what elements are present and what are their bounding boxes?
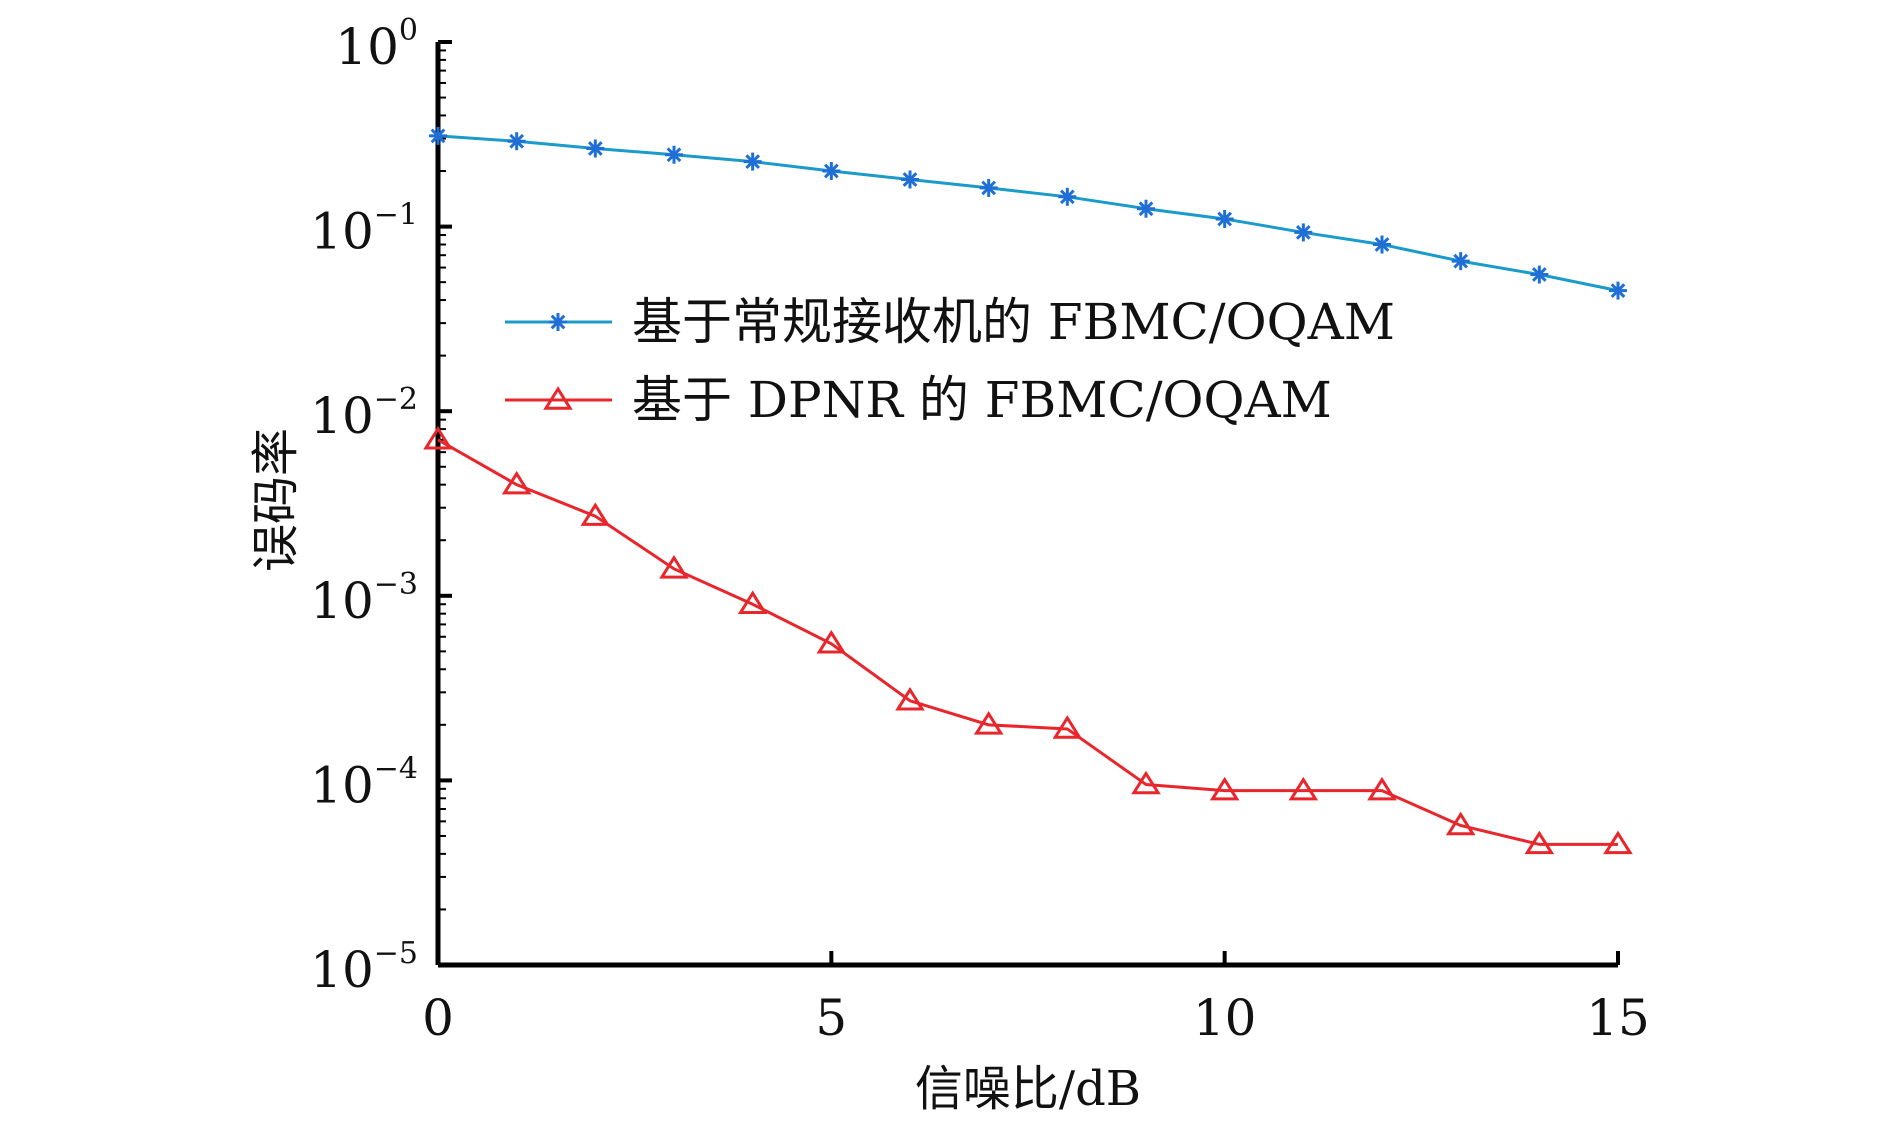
legend-marker-1 [549, 313, 567, 331]
asterisk-stroke [587, 141, 603, 156]
series-2-point [580, 502, 611, 526]
series-2-point [895, 686, 925, 711]
axes: 0 5 10 15 100 10−1 10−2 10−3 10−4 10−5 [310, 13, 1650, 1047]
asterisk-stroke [1059, 189, 1075, 205]
x-axis-title: 信噪比/dB [915, 1061, 1141, 1117]
asterisk-stroke [823, 163, 839, 179]
series-1-point [822, 162, 841, 181]
y-tick-label: 10−4 [310, 751, 418, 814]
asterisk-stroke [550, 314, 566, 330]
series-2-point [1445, 811, 1476, 836]
asterisk-stroke [1138, 201, 1154, 217]
legend-label-1: 基于常规接收机的 FBMC/OQAM [632, 293, 1395, 351]
series-1-point [665, 145, 683, 164]
series-1-point [901, 170, 919, 189]
series-layer [423, 126, 1633, 855]
asterisk-stroke [1295, 225, 1311, 240]
series-1-point [1137, 199, 1155, 218]
series-1 [429, 126, 1627, 300]
series-2-point [1524, 830, 1555, 855]
x-tick-label: 10 [1193, 989, 1257, 1047]
series-1-point [1294, 223, 1313, 242]
series-2-point [737, 590, 768, 614]
asterisk-stroke [509, 133, 525, 149]
series-2-point [423, 425, 453, 450]
series-2-point [1131, 770, 1161, 795]
series-1-point [1609, 281, 1627, 300]
asterisk-stroke [902, 172, 918, 187]
series-2-point [659, 555, 689, 579]
series-2-point [973, 711, 1004, 735]
asterisk-stroke [430, 128, 446, 144]
series-2-point [1209, 776, 1240, 801]
series-2-point [1052, 715, 1083, 739]
series-1-line [437, 134, 1619, 293]
asterisk-stroke [745, 154, 761, 169]
series-1-point [429, 126, 447, 145]
y-tick-label: 10−2 [310, 382, 418, 445]
asterisk-stroke [1374, 237, 1390, 252]
series-1-point [743, 152, 762, 171]
series-1-point [979, 178, 998, 197]
asterisk-stroke [1217, 211, 1233, 227]
series-1-point [1058, 187, 1077, 206]
series-1-point [507, 132, 526, 151]
series-2-point [1288, 776, 1319, 801]
asterisk-stroke [1610, 283, 1626, 298]
y-axis-title: 误码率 [248, 428, 304, 572]
asterisk-stroke [1453, 253, 1469, 269]
y-tick-label: 100 [335, 13, 418, 76]
legend-label-2: 基于 DPNR 的 FBMC/OQAM [632, 371, 1332, 429]
series-2-line [437, 438, 1618, 846]
series-1-point [1451, 252, 1470, 271]
series-2-point [816, 629, 847, 654]
asterisk-stroke [981, 180, 997, 196]
series-1-point [586, 139, 605, 158]
y-tick-label: 10−3 [310, 567, 418, 630]
asterisk-stroke [666, 147, 682, 163]
legend: 基于常规接收机的 FBMC/OQAM 基于 DPNR 的 FBMC/OQAM [505, 293, 1395, 429]
series-1-point [1530, 265, 1549, 284]
series-2 [423, 425, 1633, 855]
series-1-point [1373, 235, 1391, 254]
series-2-point [501, 470, 532, 495]
x-tick-label: 5 [815, 989, 847, 1047]
legend-marker-2 [543, 386, 573, 410]
series-2-point [1367, 776, 1397, 801]
x-tick-label: 0 [422, 989, 454, 1047]
series-1-point [1215, 209, 1234, 228]
x-tick-label: 15 [1586, 989, 1650, 1047]
y-tick-label: 10−5 [310, 936, 418, 999]
y-tick-label: 10−1 [310, 198, 418, 261]
asterisk-stroke [1531, 267, 1547, 282]
series-2-point [1603, 830, 1633, 855]
